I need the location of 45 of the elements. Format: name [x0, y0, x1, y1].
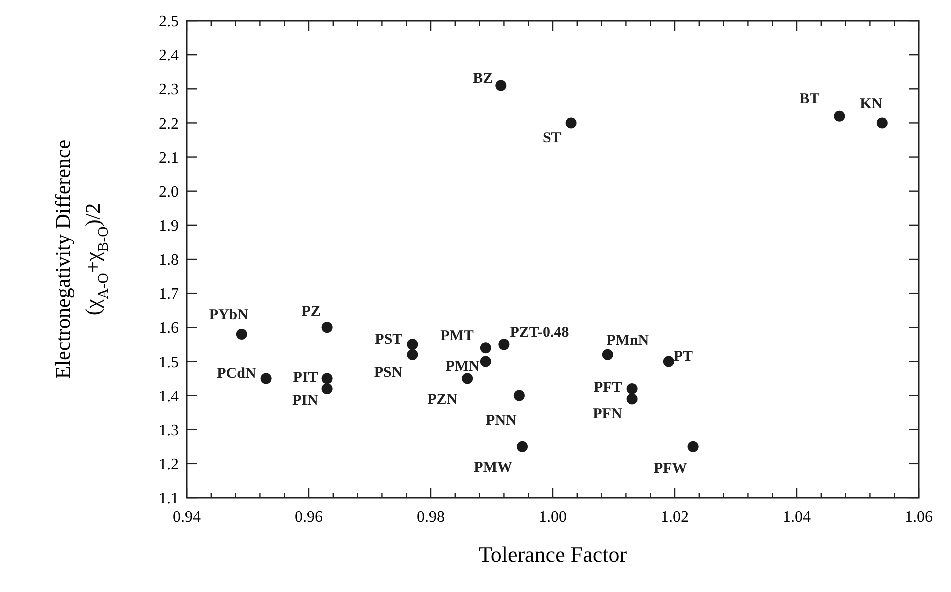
- annotation: PFT: [594, 380, 622, 396]
- y-tick-label: 2.1: [159, 150, 179, 167]
- y-tick-label: 1.6: [159, 320, 179, 338]
- annotation: ST: [542, 130, 562, 146]
- y-tick-label: 1.5: [159, 354, 179, 372]
- annotation: BT: [800, 92, 820, 108]
- annotation: KN: [860, 96, 883, 112]
- y-tick-label: 2.2: [159, 116, 179, 133]
- x-tick-label: 0.98: [417, 509, 445, 526]
- annotation: PMnN: [606, 333, 650, 350]
- x-axis-title: Tolerance Factor: [478, 542, 628, 567]
- annotation: PZT-0.48: [510, 324, 570, 341]
- annotation: PIN: [292, 393, 318, 410]
- y-tick-label: 1.8: [159, 252, 179, 270]
- y-tick-label: 1.2: [159, 456, 179, 474]
- x-tick-label: 1.00: [539, 509, 567, 526]
- x-tick-label: 0.96: [295, 509, 323, 526]
- annotation: PT: [674, 348, 694, 365]
- y-tick-label: 2.0: [159, 184, 179, 201]
- annotation: PZ: [302, 304, 321, 320]
- y-tick-label: 1.9: [159, 218, 179, 236]
- annotation: PFW: [654, 461, 688, 478]
- annotation: BZ: [473, 70, 494, 87]
- x-tick-label: 0.94: [173, 509, 201, 526]
- y-tick-label: 1.4: [159, 388, 179, 406]
- y-tick-label: 2.3: [159, 82, 179, 99]
- y-tick-label: 1.1: [159, 490, 179, 508]
- annotation: PSN: [374, 365, 403, 382]
- annotation: PST: [375, 332, 403, 348]
- annotation: PYbN: [209, 308, 249, 324]
- x-tick-label: 1.02: [661, 509, 689, 526]
- x-tick-label: 1.04: [783, 509, 811, 526]
- y-tick-label: 2.4: [159, 48, 179, 65]
- y-tick-label: 1.3: [159, 422, 179, 440]
- annotation: PCdN: [217, 366, 256, 382]
- annotation: PMN: [446, 358, 480, 375]
- annotation: PMT: [440, 328, 474, 344]
- y-tick-label: 1.7: [159, 286, 179, 304]
- annotation: PMW: [474, 460, 512, 476]
- annotation: PZN: [428, 392, 458, 408]
- annotation: PFN: [593, 406, 622, 422]
- y-tick-label: 2.5: [159, 14, 179, 31]
- annotation: PNN: [486, 413, 518, 430]
- x-tick-label: 1.06: [905, 509, 933, 526]
- annotation: PIT: [293, 370, 318, 386]
